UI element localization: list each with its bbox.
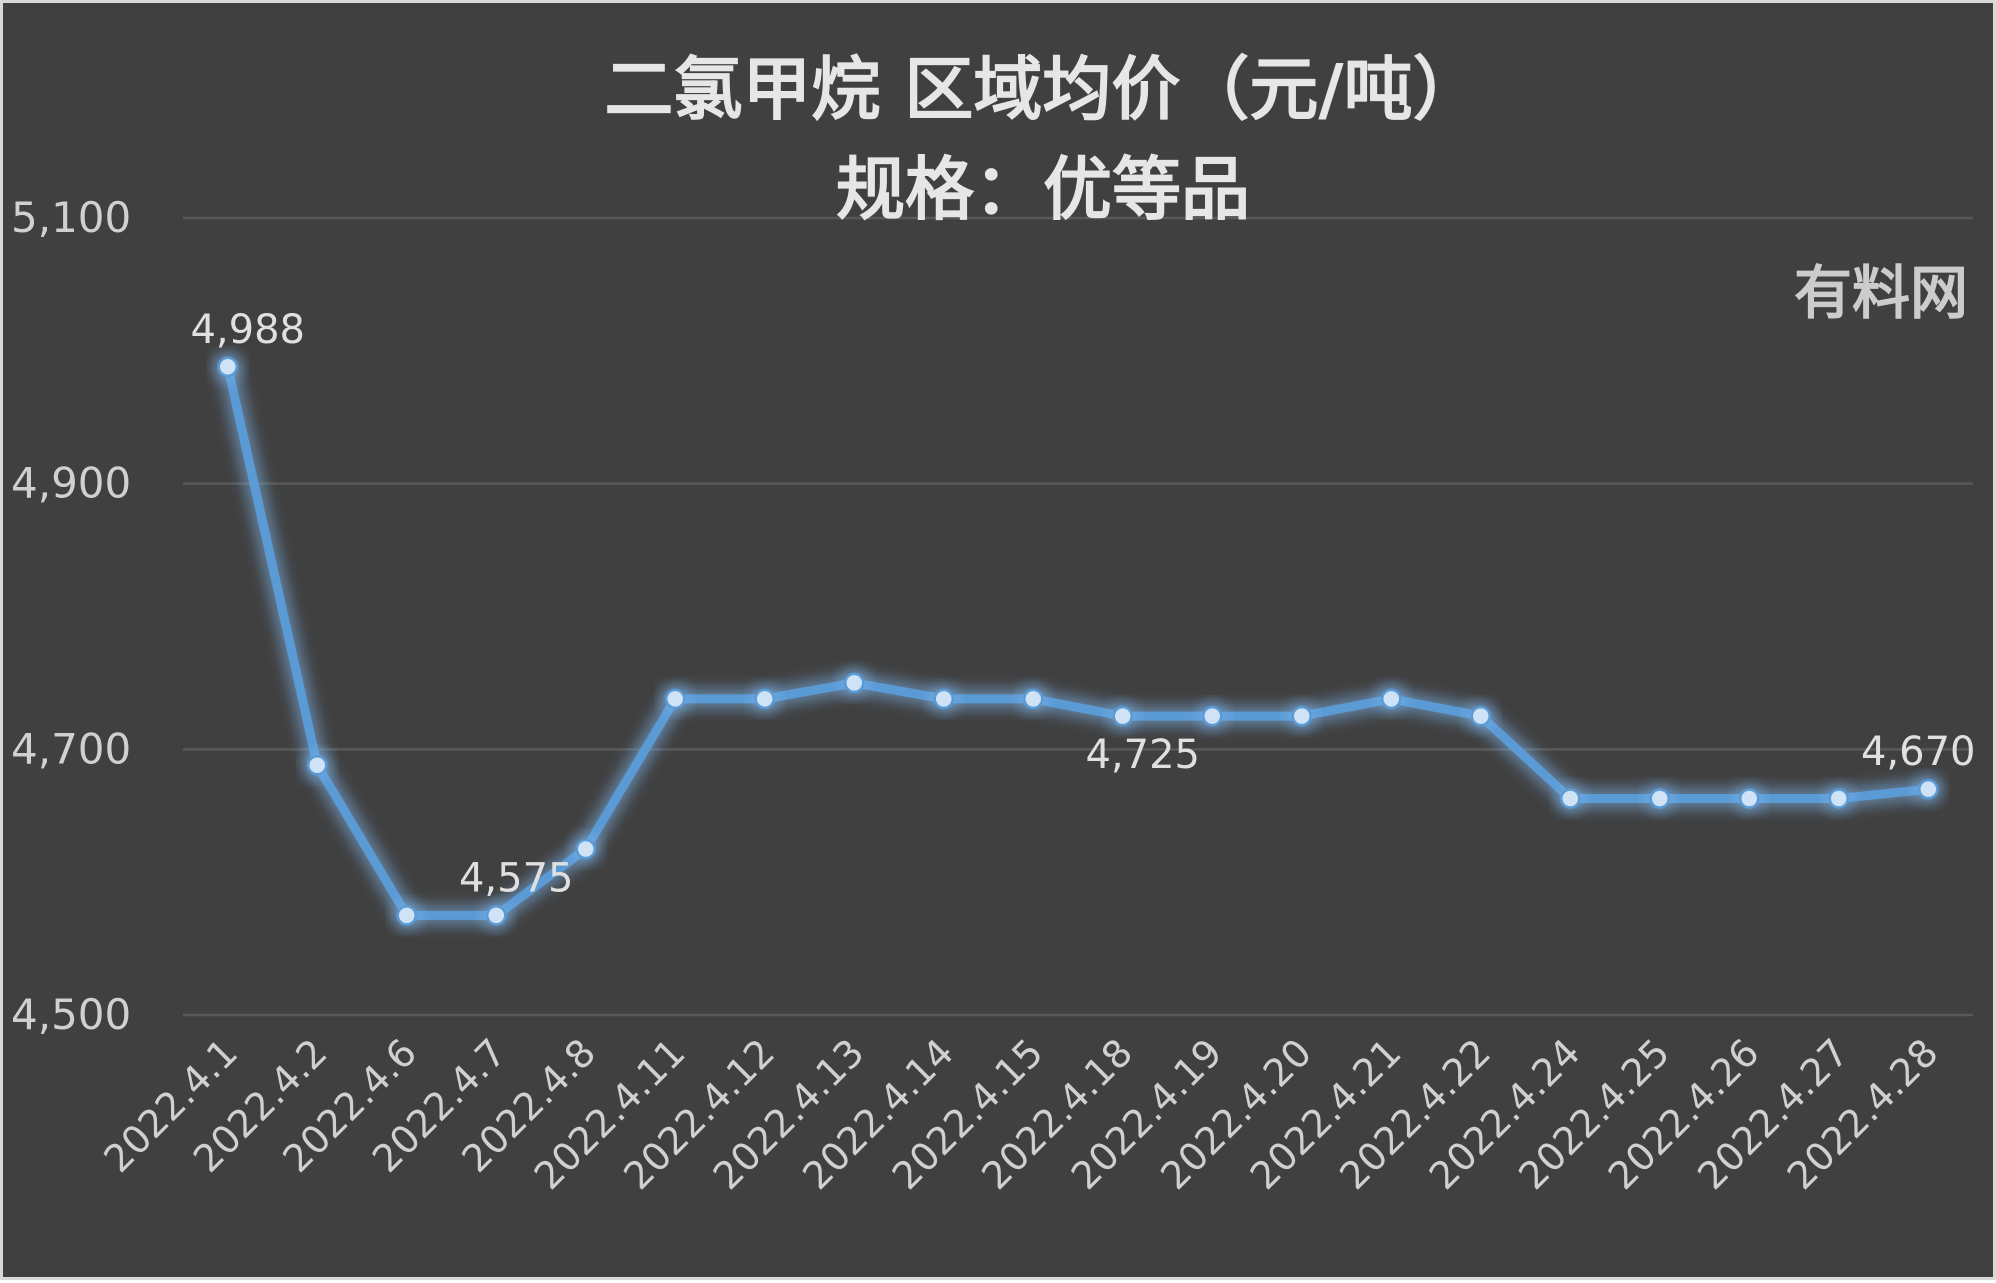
data-point [486,905,507,926]
data-point [1112,705,1133,727]
data-label: 4,988 [190,307,305,353]
data-label: 4,725 [1085,732,1200,778]
data-point [1560,788,1581,809]
data-point [1739,788,1760,809]
series-layer [212,351,1944,931]
data-point [1918,778,1939,800]
data-point [1470,705,1491,727]
y-tick-label: 4,700 [11,724,131,773]
data-point [665,688,686,710]
data-point [1023,688,1044,710]
y-tick-label: 5,100 [11,193,131,242]
data-point [1649,788,1670,809]
data-point [575,838,596,860]
y-tick-label: 4,900 [11,459,131,508]
data-point [844,672,865,694]
data-label: 4,670 [1861,729,1976,775]
data-point [1291,705,1312,727]
data-point [1202,705,1223,727]
chart-title: 二氯甲烷 区域均价（元/吨） [604,50,1481,130]
line-chart: 二氯甲烷 区域均价（元/吨） 规格：优等品 有料网 4,500 4,700 4,90… [11,50,1976,1198]
data-labels: 4,988 4,575 4,725 4,670 [190,307,1975,902]
data-point [217,356,238,378]
data-point [1381,688,1402,710]
data-point [1828,788,1849,809]
data-point [307,755,328,776]
data-point [754,688,775,710]
y-tick-label: 4,500 [11,990,131,1039]
data-label: 4,575 [459,855,574,901]
chart-subtitle: 规格：优等品 [836,150,1250,230]
data-point [933,688,954,710]
chart-title-group: 二氯甲烷 区域均价（元/吨） 规格：优等品 [604,50,1481,230]
grid [182,216,1974,1017]
data-point [396,905,417,926]
watermark: 有料网 [1794,259,1968,327]
